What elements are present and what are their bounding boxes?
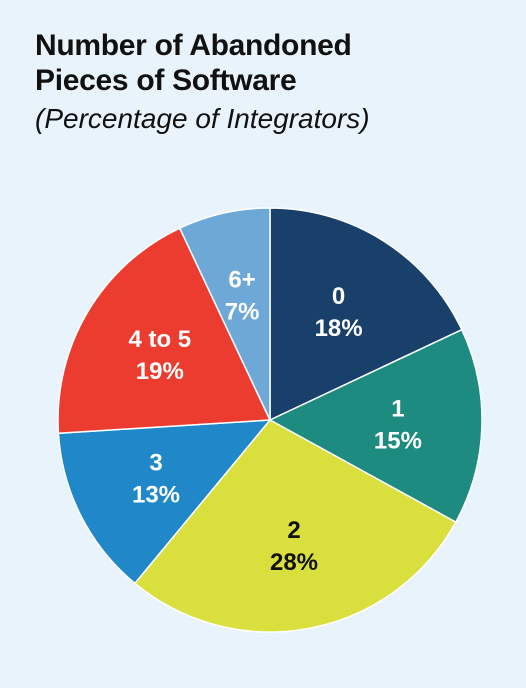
chart-subtitle: (Percentage of Integrators) xyxy=(35,103,370,134)
pie-slice-category-label: 0 xyxy=(332,283,345,310)
pie-slice-value-label: 28% xyxy=(270,549,318,576)
pie-slice-category-label: 1 xyxy=(391,395,404,422)
pie-slice-value-label: 7% xyxy=(225,298,260,325)
pie-slice-4-to-5 xyxy=(57,227,272,435)
pie-slices xyxy=(57,207,483,633)
pie-slice-category-label: 2 xyxy=(287,517,300,544)
pie-slice-value-label: 13% xyxy=(132,481,180,508)
pie-slice-2 xyxy=(133,419,457,633)
pie-slice-category-label: 4 to 5 xyxy=(128,326,191,353)
pie-slice-value-label: 18% xyxy=(315,315,363,342)
chart-title-line-2: Pieces of Software xyxy=(35,64,297,97)
pie-slice-6-plus xyxy=(178,207,271,421)
pie-slice-category-label: 3 xyxy=(149,449,162,476)
pie-slice-1 xyxy=(268,328,483,524)
pie-slice-value-label: 19% xyxy=(136,358,184,385)
pie-slice-category-label: 6+ xyxy=(228,266,255,293)
chart-title-line-1: Number of Abandoned xyxy=(35,29,352,62)
pie-slice-0 xyxy=(269,207,463,422)
chart-title: Number of Abandoned Pieces of Software xyxy=(35,28,352,98)
pie-slice-value-label: 15% xyxy=(374,427,422,454)
pie-slice-3 xyxy=(57,419,272,585)
pie-labels: 0 18% 1 15% 2 28% 3 13% 4 to 5 19% 6+ 7% xyxy=(128,266,421,576)
